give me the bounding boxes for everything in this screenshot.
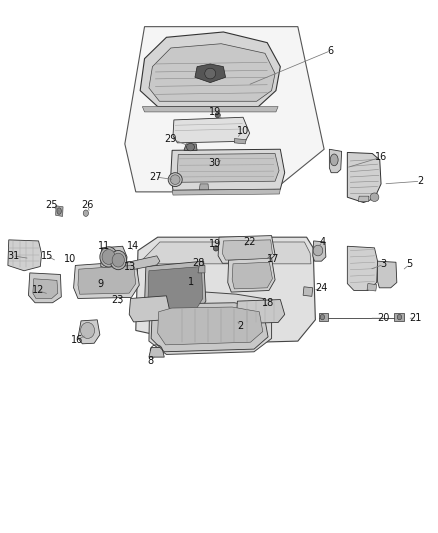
Text: 10: 10 <box>64 254 76 263</box>
Polygon shape <box>198 265 205 273</box>
Polygon shape <box>149 44 275 101</box>
Polygon shape <box>151 303 268 352</box>
Ellipse shape <box>330 154 338 166</box>
Text: 17: 17 <box>267 254 279 264</box>
Ellipse shape <box>187 143 194 151</box>
Text: 27: 27 <box>149 172 162 182</box>
Ellipse shape <box>370 193 379 201</box>
Polygon shape <box>149 292 272 354</box>
Polygon shape <box>347 152 381 203</box>
Text: 14: 14 <box>127 241 139 251</box>
Polygon shape <box>303 287 313 296</box>
Polygon shape <box>177 154 279 182</box>
Text: 23: 23 <box>111 295 124 305</box>
Text: 19: 19 <box>208 239 221 248</box>
Polygon shape <box>172 189 280 195</box>
Text: 22: 22 <box>244 237 256 247</box>
Text: 5: 5 <box>406 260 413 269</box>
Polygon shape <box>367 284 377 291</box>
Ellipse shape <box>110 251 127 270</box>
Ellipse shape <box>170 175 180 184</box>
Polygon shape <box>228 258 275 292</box>
Polygon shape <box>319 313 328 321</box>
Ellipse shape <box>313 245 323 256</box>
Polygon shape <box>78 320 100 344</box>
Polygon shape <box>56 206 63 216</box>
Text: 30: 30 <box>208 158 221 167</box>
Ellipse shape <box>112 253 124 267</box>
Ellipse shape <box>100 247 117 267</box>
Polygon shape <box>378 261 397 288</box>
Polygon shape <box>158 307 263 345</box>
Ellipse shape <box>83 210 88 216</box>
Text: 15: 15 <box>41 251 53 261</box>
Polygon shape <box>101 246 127 272</box>
Polygon shape <box>232 262 272 289</box>
Polygon shape <box>28 273 61 303</box>
Polygon shape <box>329 149 342 173</box>
Ellipse shape <box>81 322 95 338</box>
Polygon shape <box>149 348 164 357</box>
Text: 10: 10 <box>237 126 249 135</box>
Text: 26: 26 <box>81 200 94 210</box>
Polygon shape <box>125 27 324 192</box>
Polygon shape <box>8 240 42 271</box>
Polygon shape <box>237 300 285 324</box>
Ellipse shape <box>102 249 115 264</box>
Text: 4: 4 <box>320 237 326 247</box>
Text: 8: 8 <box>147 357 153 366</box>
Polygon shape <box>199 184 208 190</box>
Text: 21: 21 <box>410 313 422 323</box>
Polygon shape <box>145 261 206 317</box>
Text: 6: 6 <box>328 46 334 55</box>
Polygon shape <box>142 107 278 112</box>
Text: 12: 12 <box>32 286 44 295</box>
Ellipse shape <box>205 68 215 79</box>
Text: 1: 1 <box>188 278 194 287</box>
Text: 29: 29 <box>165 134 177 143</box>
Polygon shape <box>195 64 226 83</box>
Ellipse shape <box>168 173 182 187</box>
Polygon shape <box>234 139 246 144</box>
Polygon shape <box>129 296 170 322</box>
Text: 3: 3 <box>381 260 387 269</box>
Text: 13: 13 <box>124 262 136 271</box>
Polygon shape <box>78 265 136 294</box>
Polygon shape <box>141 242 311 264</box>
Polygon shape <box>33 279 58 298</box>
Text: 18: 18 <box>262 298 275 308</box>
Text: 24: 24 <box>316 283 328 293</box>
Polygon shape <box>136 237 315 344</box>
Ellipse shape <box>397 314 402 320</box>
Ellipse shape <box>57 208 61 214</box>
Text: 28: 28 <box>192 259 205 268</box>
Polygon shape <box>74 261 139 298</box>
Ellipse shape <box>215 112 220 118</box>
Polygon shape <box>358 196 369 201</box>
Polygon shape <box>347 246 378 290</box>
Polygon shape <box>125 256 160 271</box>
Polygon shape <box>148 266 203 313</box>
Text: 16: 16 <box>71 335 83 345</box>
Polygon shape <box>140 32 280 107</box>
Text: 31: 31 <box>7 251 19 261</box>
Text: 19: 19 <box>208 107 221 117</box>
Polygon shape <box>184 144 197 150</box>
Polygon shape <box>171 149 285 190</box>
Polygon shape <box>223 240 272 260</box>
Text: 9: 9 <box>98 279 104 288</box>
Polygon shape <box>173 117 250 143</box>
Text: 25: 25 <box>46 200 58 210</box>
Text: 11: 11 <box>98 241 110 251</box>
Text: 2: 2 <box>237 321 244 331</box>
Text: 20: 20 <box>378 313 390 323</box>
Ellipse shape <box>320 314 325 320</box>
Polygon shape <box>313 241 326 261</box>
Polygon shape <box>394 313 404 321</box>
Text: 2: 2 <box>417 176 424 186</box>
Text: 16: 16 <box>375 152 387 162</box>
Ellipse shape <box>213 246 219 251</box>
Polygon shape <box>218 236 275 263</box>
